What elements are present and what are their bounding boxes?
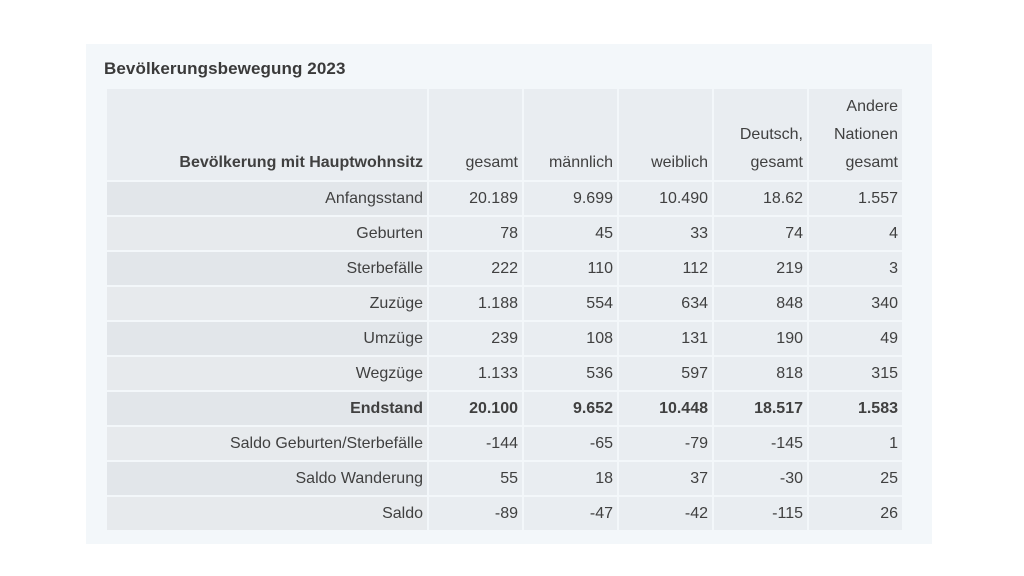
col-header-deutsch: Deutsch, gesamt — [714, 89, 807, 180]
population-panel: Bevölkerungsbewegung 2023 Bevölkerung mi… — [86, 44, 932, 544]
table-cell: 78 — [429, 217, 522, 250]
table-cell: 9.652 — [524, 392, 617, 425]
row-header-label: Bevölkerung mit Hauptwohnsitz — [107, 89, 427, 180]
table-cell: 108 — [524, 322, 617, 355]
row-label: Anfangsstand — [107, 182, 427, 215]
table-row: Geburten 78 45 33 74 4 — [107, 217, 902, 250]
row-label: Sterbefälle — [107, 252, 427, 285]
table-cell: 315 — [809, 357, 902, 390]
table-cell: 18 — [524, 462, 617, 495]
table-cell: 190 — [714, 322, 807, 355]
table-cell: 20.189 — [429, 182, 522, 215]
table-cell: -65 — [524, 427, 617, 460]
table-cell: -30 — [714, 462, 807, 495]
table-body: Anfangsstand 20.189 9.699 10.490 18.62 1.557 G… — [107, 182, 902, 530]
col-header-weiblich: weiblich — [619, 89, 712, 180]
table-cell: 9.699 — [524, 182, 617, 215]
table-cell: 25 — [809, 462, 902, 495]
table-cell: 222 — [429, 252, 522, 285]
table-cell: 74 — [714, 217, 807, 250]
row-label: Wegzüge — [107, 357, 427, 390]
table-cell: 1.557 — [809, 182, 902, 215]
table-cell: 45 — [524, 217, 617, 250]
table-cell: 818 — [714, 357, 807, 390]
row-label: Geburten — [107, 217, 427, 250]
table-cell: -144 — [429, 427, 522, 460]
table-cell: 18.517 — [714, 392, 807, 425]
table-cell: -47 — [524, 497, 617, 530]
table-cell: -89 — [429, 497, 522, 530]
table-cell: 37 — [619, 462, 712, 495]
table-cell: 10.448 — [619, 392, 712, 425]
table-cell: -115 — [714, 497, 807, 530]
table-cell: 112 — [619, 252, 712, 285]
table-row: Zuzüge 1.188 554 634 848 340 — [107, 287, 902, 320]
table-cell: 554 — [524, 287, 617, 320]
col-header-andere: Andere Nationen gesamt — [809, 89, 902, 180]
table-cell: 26 — [809, 497, 902, 530]
header-row: Bevölkerung mit Hauptwohnsitz gesamt männl… — [107, 89, 902, 180]
table-cell: 597 — [619, 357, 712, 390]
table-cell: 1.583 — [809, 392, 902, 425]
table-cell: 536 — [524, 357, 617, 390]
row-label: Saldo — [107, 497, 427, 530]
table-cell: 1 — [809, 427, 902, 460]
population-table: Bevölkerung mit Hauptwohnsitz gesamt männl… — [105, 87, 904, 532]
table-cell: -79 — [619, 427, 712, 460]
table-cell: 18.62 — [714, 182, 807, 215]
table-cell: 55 — [429, 462, 522, 495]
table-cell: 1.133 — [429, 357, 522, 390]
table-row: Sterbefälle 222 110 112 219 3 — [107, 252, 902, 285]
table-row: Endstand 20.100 9.652 10.448 18.517 1.583 — [107, 392, 902, 425]
table-cell: 4 — [809, 217, 902, 250]
table-cell: 110 — [524, 252, 617, 285]
table-cell: 634 — [619, 287, 712, 320]
table-cell: 33 — [619, 217, 712, 250]
table-cell: 239 — [429, 322, 522, 355]
table-row: Umzüge 239 108 131 190 49 — [107, 322, 902, 355]
table-cell: -145 — [714, 427, 807, 460]
table-cell: 131 — [619, 322, 712, 355]
table-row: Saldo -89 -47 -42 -115 26 — [107, 497, 902, 530]
table-cell: 49 — [809, 322, 902, 355]
table-cell: -42 — [619, 497, 712, 530]
table-cell: 848 — [714, 287, 807, 320]
table-cell: 1.188 — [429, 287, 522, 320]
table-row: Anfangsstand 20.189 9.699 10.490 18.62 1.557 — [107, 182, 902, 215]
table-row: Saldo Wanderung 55 18 37 -30 25 — [107, 462, 902, 495]
table-cell: 20.100 — [429, 392, 522, 425]
table-row: Saldo Geburten/Sterbefälle -144 -65 -79 -145… — [107, 427, 902, 460]
row-label: Endstand — [107, 392, 427, 425]
row-label: Zuzüge — [107, 287, 427, 320]
col-header-maennlich: männlich — [524, 89, 617, 180]
row-label: Saldo Wanderung — [107, 462, 427, 495]
table-row: Wegzüge 1.133 536 597 818 315 — [107, 357, 902, 390]
table-cell: 3 — [809, 252, 902, 285]
row-label: Saldo Geburten/Sterbefälle — [107, 427, 427, 460]
table-cell: 10.490 — [619, 182, 712, 215]
table-cell: 219 — [714, 252, 807, 285]
col-header-gesamt: gesamt — [429, 89, 522, 180]
table-cell: 340 — [809, 287, 902, 320]
row-label: Umzüge — [107, 322, 427, 355]
table-title: Bevölkerungsbewegung 2023 — [104, 59, 346, 78]
